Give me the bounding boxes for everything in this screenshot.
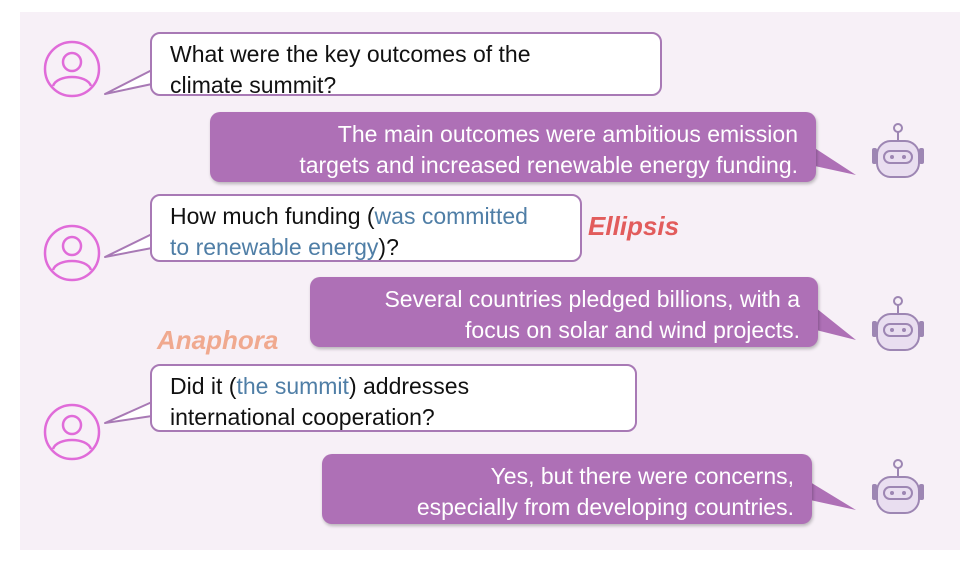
bubble-tail [104, 401, 153, 424]
message-line: Several countries pledged billions, with… [384, 286, 800, 312]
anaphora-resolved-text: the summit [236, 373, 349, 399]
bubble-tail [810, 482, 856, 510]
message-text: Did it ( [170, 373, 237, 399]
message-line: The main outcomes were ambitious emissio… [337, 121, 798, 147]
message-line: especially from developing countries. [416, 494, 794, 520]
user-avatar-icon [43, 403, 101, 461]
bubble-tail [810, 145, 856, 175]
robot-icon [872, 296, 924, 351]
message-text: How much funding ( [170, 203, 375, 229]
message-line: climate summit? [170, 72, 337, 98]
bot-message-bubble: Several countries pledged billions, with… [310, 277, 818, 347]
message-line: targets and increased renewable energy f… [299, 152, 798, 178]
user-message-bubble: What were the key outcomes of the climat… [150, 32, 662, 98]
user-avatar-icon [43, 224, 101, 282]
message-line: to renewable energy)? [170, 232, 562, 263]
bubble-tail [104, 69, 153, 95]
message-text: ) addresses [348, 373, 470, 399]
message-line: focus on solar and wind projects. [465, 317, 800, 343]
user-message-bubble: How much funding (was committed to renew… [150, 194, 582, 262]
user-avatar-icon [43, 40, 101, 98]
message-line: Did it (the summit) addresses [170, 371, 617, 402]
robot-icon [872, 123, 924, 178]
bubble-tail [104, 233, 153, 258]
message-line: Yes, but there were concerns, [490, 463, 794, 489]
bubble-tail [816, 308, 856, 340]
message-text: )? [378, 234, 399, 260]
ellipsis-label: Ellipsis [588, 211, 680, 241]
ellipsis-resolved-text: to renewable energy [170, 234, 379, 260]
bot-message-bubble: Yes, but there were concerns, especially… [322, 454, 812, 524]
anaphora-label: Anaphora [157, 325, 279, 355]
ellipsis-resolved-text: was committed [374, 203, 528, 229]
message-line: How much funding (was committed [170, 201, 562, 232]
message-line: international cooperation? [170, 404, 435, 430]
robot-icon [872, 459, 924, 514]
message-line: What were the key outcomes of the [170, 41, 531, 67]
bot-message-bubble: The main outcomes were ambitious emissio… [210, 112, 816, 182]
user-message-bubble: Did it (the summit) addresses internatio… [150, 364, 637, 432]
